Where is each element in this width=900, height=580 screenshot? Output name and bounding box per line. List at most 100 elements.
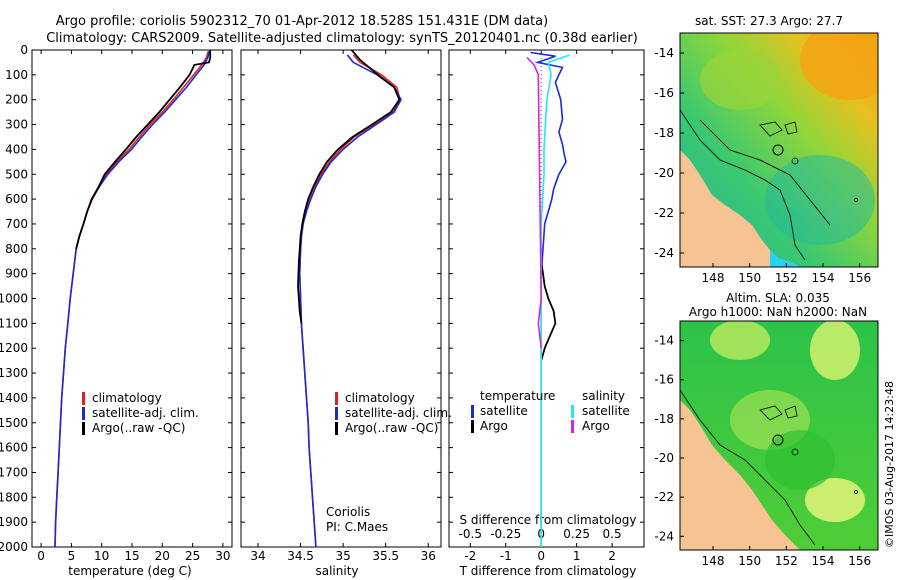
difference-xlabel-top: S difference from climatology: [460, 513, 637, 527]
reef-outline: [791, 448, 799, 456]
legend-argo-label: Argo(..raw -QC): [345, 421, 438, 435]
map-lat-tick-label: -22: [654, 490, 674, 504]
x-tick-label: 25: [185, 549, 200, 563]
land-australia: [680, 150, 800, 267]
sst-warm-patch: [700, 50, 780, 110]
x-tick-label: 20: [155, 549, 170, 563]
depth-tick-label: 1600: [0, 441, 28, 455]
figure-title-line1: Argo profile: coriolis 5902312_70 01-Apr…: [56, 14, 548, 29]
legend-s-argo-label: Argo: [582, 419, 610, 433]
reef-outline: [784, 121, 798, 135]
map-lon-tick-label: 148: [702, 554, 725, 568]
legend-t-satellite-swatch: [471, 405, 474, 418]
map-lon-tick-label: 150: [738, 271, 761, 285]
sst-map-axes: 148 150 152 154 156 -14 -16 -18 -20 -22 -24: [654, 46, 871, 285]
argo-location-marker: [772, 434, 784, 446]
legend-argo-label: Argo(..raw -QC): [92, 421, 185, 435]
legend-s-satellite-label: satellite: [582, 404, 630, 418]
reef-outline: [791, 157, 799, 165]
map-lat-tick-label: -20: [654, 451, 674, 465]
sla-map-axes: 148 150 152 154 156 -14 -16 -18 -20 -22 -24: [654, 334, 871, 568]
map-lat-tick-label: -20: [654, 166, 674, 180]
legend-satellite-label: satellite-adj. clim.: [345, 406, 452, 420]
depth-tick-label: 100: [5, 68, 28, 82]
sla-map: [680, 321, 878, 550]
series-line-argo: [297, 50, 401, 324]
difference-panel-frame: [448, 49, 645, 548]
difference-legend: temperature satellite Argo salinity sate…: [471, 389, 630, 433]
sla-low-patch: [765, 430, 835, 490]
bathymetry-contour: [699, 119, 831, 226]
pi-annotation-institution: Coriolis: [326, 505, 370, 519]
legend-s-satellite-swatch: [571, 405, 574, 418]
map-lon-tick-label: 150: [738, 554, 761, 568]
reef-outline: [854, 198, 858, 202]
depth-tick-label: 500: [5, 167, 28, 181]
sst-map-frame: [679, 32, 879, 268]
map-lat-tick-label: -24: [654, 246, 674, 260]
map-lat-tick-label: -24: [654, 529, 674, 543]
series-line-sal_satellite: [540, 54, 570, 547]
map-lat-tick-label: -14: [654, 334, 674, 348]
depth-tick-label: 400: [5, 142, 28, 156]
x-tick-label-salinity: 0.25: [563, 527, 590, 541]
sla-map-frame: [679, 320, 879, 551]
depth-tick-label: 1000: [0, 292, 28, 306]
x-tick-label: 30: [215, 549, 230, 563]
sst-warm-patch: [800, 33, 878, 100]
x-tick-label: 1: [573, 549, 581, 563]
reef-outline: [784, 405, 798, 419]
x-tick-label: 0: [537, 549, 545, 563]
x-tick-label-salinity: -0.5: [459, 527, 482, 541]
x-tick-label: -1: [500, 549, 512, 563]
coastal-cyan: [770, 250, 800, 267]
depth-tick-label: 900: [5, 267, 28, 281]
salinity-x-axis: 34 34.5 35 35.5 36: [250, 50, 436, 563]
legend-climatology-label: climatology: [92, 391, 162, 405]
sla-high-patch: [805, 478, 865, 522]
depth-tick-label: 600: [5, 192, 28, 206]
temperature-series: [54, 50, 212, 547]
sla-map-title-line2: Argo h1000: NaN h2000: NaN: [689, 305, 867, 319]
map-lon-tick-label: 156: [848, 271, 871, 285]
depth-tick-label: 1400: [0, 391, 28, 405]
reef-outline: [759, 405, 783, 421]
legend-climatology-swatch: [82, 392, 85, 405]
legend-climatology-label: climatology: [345, 391, 415, 405]
map-lon-tick-label: 152: [775, 271, 798, 285]
map-lon-tick-label: 152: [775, 554, 798, 568]
salinity-series: [297, 50, 402, 547]
depth-tick-label: 1300: [0, 366, 28, 380]
sla-high-patch: [810, 321, 860, 380]
depth-tick-label: 1700: [0, 465, 28, 479]
x-tick-label-salinity: 0.5: [603, 527, 622, 541]
x-tick-label-salinity: -0.25: [490, 527, 521, 541]
legend-t-satellite-label: satellite: [480, 404, 528, 418]
reef-outline: [759, 121, 783, 137]
difference-series: [526, 50, 570, 547]
land-australia: [680, 400, 800, 550]
legend-t-argo-label: Argo: [480, 419, 508, 433]
depth-tick-label: 1800: [0, 490, 28, 504]
legend-argo-swatch: [82, 422, 85, 435]
series-line-satellite: [530, 51, 567, 547]
x-tick-label: 10: [94, 549, 109, 563]
reef-outline: [854, 490, 858, 494]
x-tick-label: 15: [124, 549, 139, 563]
depth-tick-label: 300: [5, 118, 28, 132]
legend-salinity-header: salinity: [582, 389, 625, 403]
depth-tick-label: 1100: [0, 316, 28, 330]
legend-satellite-label: satellite-adj. clim.: [92, 406, 199, 420]
legend-argo-swatch: [335, 422, 338, 435]
legend-satellite-swatch: [335, 407, 338, 420]
depth-axis: 0 100 200 300 400 500 600 700 800 900 1000 1100 1200…: [0, 43, 644, 554]
map-lat-tick-label: -18: [654, 126, 674, 140]
map-lat-tick-label: -22: [654, 206, 674, 220]
x-tick-label: 36: [421, 549, 436, 563]
bathymetry-contour: [680, 389, 816, 546]
sst-cool-patch: [765, 155, 875, 245]
depth-tick-label: 0: [20, 43, 28, 57]
legend-temperature-header: temperature: [480, 389, 555, 403]
